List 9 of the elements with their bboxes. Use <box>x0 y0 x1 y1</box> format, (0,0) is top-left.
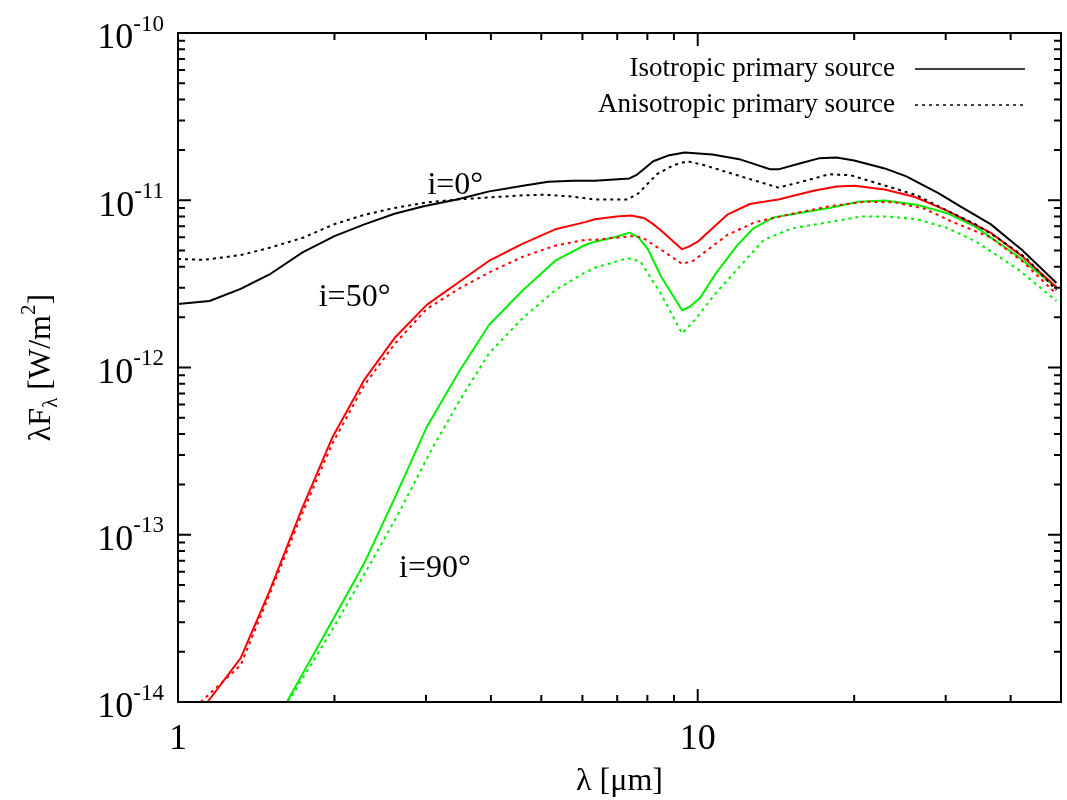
legend-label: Anisotropic primary source <box>598 88 896 119</box>
x-tick-label: 1 <box>169 717 187 758</box>
legend-label: Isotropic primary source <box>629 52 896 83</box>
y-axis-title: λFλ [W/m2] <box>15 293 63 442</box>
x-axis-title: λ [μm] <box>576 761 663 798</box>
x-tick-label: 10 <box>679 717 716 758</box>
annotation: i=90° <box>399 548 471 585</box>
annotation: i=50° <box>318 277 391 314</box>
annotation: i=0° <box>427 164 484 201</box>
